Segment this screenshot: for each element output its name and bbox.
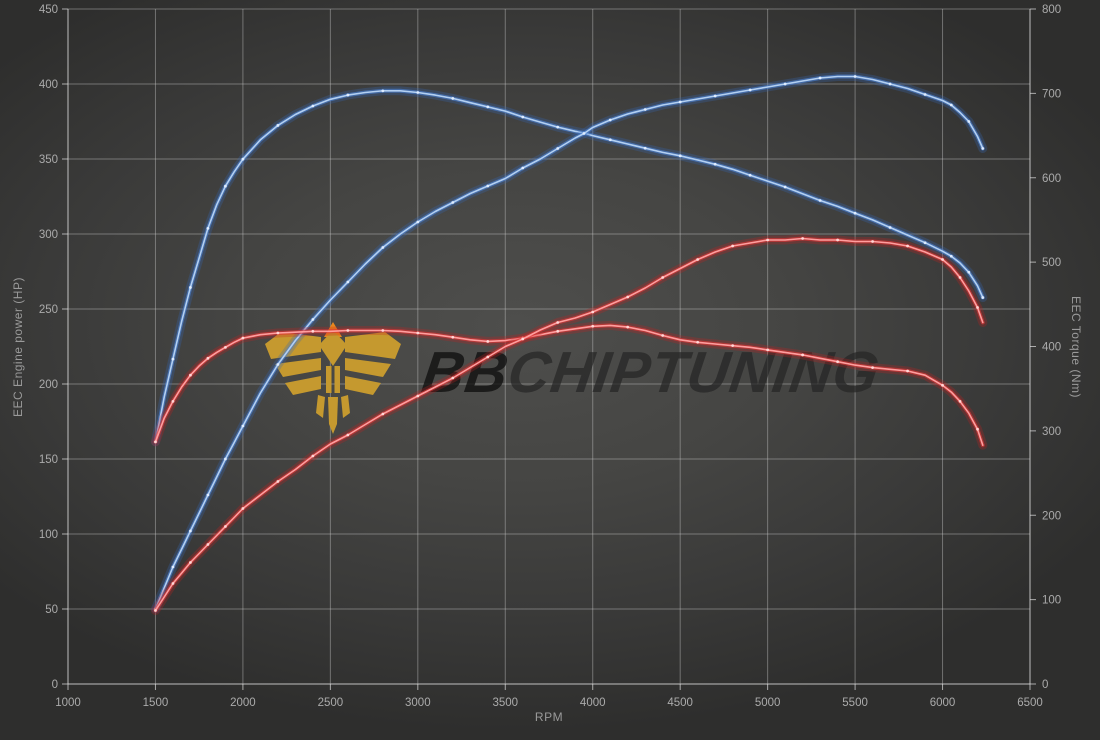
- svg-text:6500: 6500: [1017, 697, 1043, 709]
- svg-text:0: 0: [52, 679, 58, 691]
- svg-text:2000: 2000: [230, 697, 256, 709]
- svg-text:700: 700: [1042, 88, 1061, 100]
- watermark-text: BBCHIPTUNING: [418, 340, 884, 405]
- curve-power-red: [151, 234, 988, 615]
- svg-text:200: 200: [1042, 510, 1061, 522]
- curve-torque-red: [151, 320, 988, 450]
- svg-text:1000: 1000: [55, 697, 81, 709]
- svg-text:450: 450: [39, 4, 58, 16]
- svg-text:350: 350: [39, 154, 58, 166]
- svg-text:300: 300: [1042, 426, 1061, 438]
- curve-torque-blue: [151, 86, 988, 447]
- svg-text:2500: 2500: [318, 697, 344, 709]
- svg-text:800: 800: [1042, 4, 1061, 16]
- svg-text:250: 250: [39, 304, 58, 316]
- svg-text:600: 600: [1042, 173, 1061, 185]
- svg-text:4000: 4000: [580, 697, 606, 709]
- svg-text:400: 400: [39, 79, 58, 91]
- svg-text:0: 0: [1042, 679, 1048, 691]
- svg-text:100: 100: [1042, 595, 1061, 607]
- curve-power-blue: [151, 72, 988, 614]
- svg-text:3000: 3000: [405, 697, 431, 709]
- svg-text:6000: 6000: [930, 697, 956, 709]
- watermark: BBCHIPTUNING: [265, 322, 884, 434]
- svg-text:5000: 5000: [755, 697, 781, 709]
- svg-text:100: 100: [39, 529, 58, 541]
- bb-eagle-logo-icon: [265, 322, 401, 434]
- svg-text:200: 200: [39, 379, 58, 391]
- svg-text:4500: 4500: [667, 697, 693, 709]
- svg-text:400: 400: [1042, 342, 1061, 354]
- svg-text:50: 50: [45, 604, 58, 616]
- axes: 0501001502002503003504004500100200300400…: [39, 4, 1061, 709]
- svg-text:3500: 3500: [492, 697, 518, 709]
- svg-text:300: 300: [39, 229, 58, 241]
- svg-text:1500: 1500: [143, 697, 169, 709]
- svg-text:500: 500: [1042, 257, 1061, 269]
- svg-text:5500: 5500: [842, 697, 868, 709]
- svg-text:150: 150: [39, 454, 58, 466]
